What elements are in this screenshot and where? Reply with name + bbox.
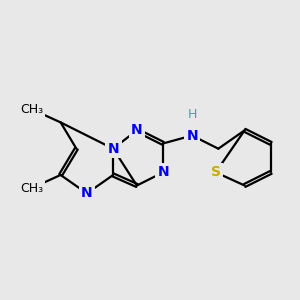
Text: N: N xyxy=(81,186,93,200)
Text: S: S xyxy=(211,165,221,179)
Text: CH₃: CH₃ xyxy=(20,182,43,195)
Text: N: N xyxy=(107,142,119,156)
Text: N: N xyxy=(131,123,143,137)
Text: CH₃: CH₃ xyxy=(20,103,43,116)
Text: N: N xyxy=(186,128,198,142)
Text: N: N xyxy=(157,165,169,179)
Text: H: H xyxy=(188,108,197,121)
